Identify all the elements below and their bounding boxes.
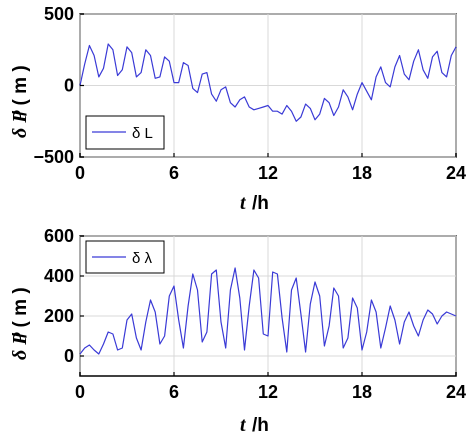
y-axis-label-unit-top: / ( m ) xyxy=(10,65,31,116)
x-tick-label-top-2: 12 xyxy=(258,163,278,183)
y-tick-label-bottom-0: 0 xyxy=(64,346,74,366)
series-group-top xyxy=(79,43,457,122)
y-tick-label-bottom-2: 400 xyxy=(44,266,74,286)
x-tick-label-bottom-1: 6 xyxy=(169,382,179,402)
x-ticks-bottom: 0 6 12 18 24 xyxy=(75,372,466,402)
series-line-bottom-0 xyxy=(79,267,457,355)
y-axis-label-symbol-bottom: δ P xyxy=(9,332,31,360)
x-axis-label-unit-top: /h xyxy=(252,193,269,214)
x-tick-label-bottom-4: 24 xyxy=(446,382,466,402)
x-axis-label-unit-bottom: /h xyxy=(252,415,269,436)
chart-panel-bottom: 0 200 400 600 0 6 12 18 24 δ λ δ P / ( m ) t /h xyxy=(9,226,466,436)
y-ticks-top: −500 0 500 xyxy=(33,4,84,167)
legend-top: δ L xyxy=(85,115,165,150)
y-tick-label-top-1: 0 xyxy=(64,76,74,96)
series-group-bottom xyxy=(79,267,457,355)
x-axis-label-symbol-bottom: t xyxy=(240,414,247,436)
x-tick-label-top-4: 24 xyxy=(446,163,466,183)
y-axis-label-symbol-top: δ P xyxy=(9,110,31,138)
legend-label-top: δ L xyxy=(132,125,153,142)
y-tick-label-bottom-3: 600 xyxy=(44,226,74,246)
x-tick-label-bottom-0: 0 xyxy=(75,382,85,402)
y-tick-label-top-0: −500 xyxy=(33,147,74,167)
y-axis-label-unit-bottom: / ( m ) xyxy=(10,287,31,338)
x-axis-label-symbol-top: t xyxy=(240,192,247,214)
y-tick-label-bottom-1: 200 xyxy=(44,306,74,326)
y-tick-label-top-2: 500 xyxy=(44,4,74,24)
x-tick-label-bottom-3: 18 xyxy=(352,382,372,402)
x-ticks-top: 0 6 12 18 24 xyxy=(75,153,466,183)
x-tick-label-bottom-2: 12 xyxy=(258,382,278,402)
legend-bottom: δ λ xyxy=(85,240,165,274)
x-tick-label-top-0: 0 xyxy=(75,163,85,183)
x-tick-label-top-3: 18 xyxy=(352,163,372,183)
series-line-top-0 xyxy=(79,43,457,122)
x-tick-label-top-1: 6 xyxy=(169,163,179,183)
legend-label-bottom: δ λ xyxy=(132,250,153,267)
y-ticks-bottom: 0 200 400 600 xyxy=(44,226,84,366)
